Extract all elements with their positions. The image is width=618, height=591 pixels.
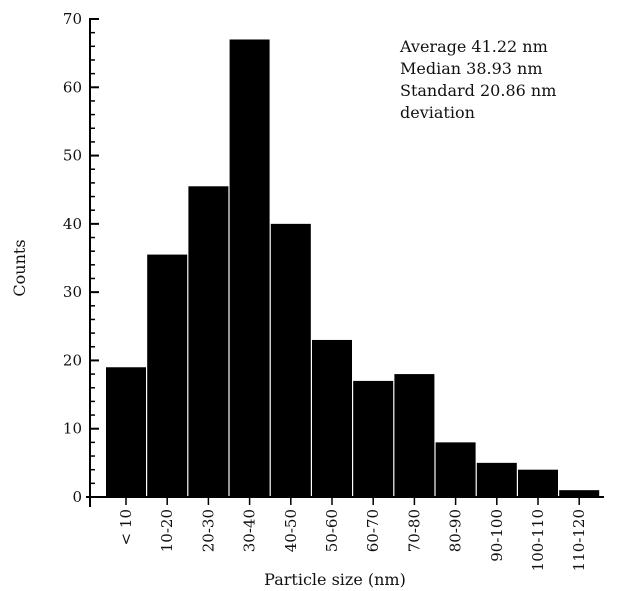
x-tick-label-5: 50-60 xyxy=(323,509,341,552)
bar-10 xyxy=(518,469,558,497)
bar-2 xyxy=(188,186,229,498)
stats-annotation: Average 41.22 nm Median 38.93 nm Standar… xyxy=(399,37,556,122)
x-tick-labels: < 10 10-20 20-30 30-40 40-50 50-60 60-70 70-80 8… xyxy=(117,509,588,571)
x-tick-label-3: 30-40 xyxy=(241,509,259,552)
y-axis-title: Counts xyxy=(10,239,29,296)
x-tick-label-2: 20-30 xyxy=(199,509,217,552)
x-axis-ticks xyxy=(125,497,580,505)
bar-5 xyxy=(312,339,352,497)
bar-8 xyxy=(435,442,476,497)
bars-group xyxy=(106,39,600,498)
x-tick-label-10: 100-110 xyxy=(529,509,547,571)
y-tick-label-1: 10 xyxy=(63,420,82,438)
bar-0 xyxy=(106,367,146,497)
x-tick-label-11: 110-120 xyxy=(570,509,588,571)
bar-9 xyxy=(476,462,517,497)
y-tick-label-6: 60 xyxy=(63,78,82,96)
y-tick-label-7: 70 xyxy=(63,10,82,28)
x-tick-label-1: 10-20 xyxy=(158,509,176,552)
stats-line-average: Average 41.22 nm xyxy=(399,37,548,56)
x-axis-title: Particle size (nm) xyxy=(264,570,406,589)
x-tick-label-9: 90-100 xyxy=(488,509,506,562)
stats-line-deviation: deviation xyxy=(400,103,475,122)
x-tick-label-0: < 10 xyxy=(117,509,135,545)
y-axis-ticks: 0 10 20 30 40 50 60 70 xyxy=(63,10,99,506)
x-tick-label-6: 60-70 xyxy=(364,509,382,552)
stats-line-std: Standard 20.86 nm xyxy=(400,81,556,100)
bar-3 xyxy=(229,39,270,497)
bar-11 xyxy=(559,490,600,497)
stats-line-median: Median 38.93 nm xyxy=(400,59,543,78)
bar-6 xyxy=(353,380,394,497)
x-tick-label-8: 80-90 xyxy=(447,509,465,552)
y-tick-label-0: 0 xyxy=(72,488,82,506)
bar-1 xyxy=(147,254,188,497)
y-tick-label-3: 30 xyxy=(63,283,82,301)
y-tick-label-5: 50 xyxy=(63,147,82,165)
y-tick-label-2: 20 xyxy=(63,351,82,369)
x-tick-label-7: 70-80 xyxy=(405,509,423,552)
bar-4 xyxy=(270,223,311,497)
y-tick-label-4: 40 xyxy=(63,215,82,233)
bar-7 xyxy=(394,374,435,497)
x-tick-label-4: 40-50 xyxy=(282,509,300,552)
